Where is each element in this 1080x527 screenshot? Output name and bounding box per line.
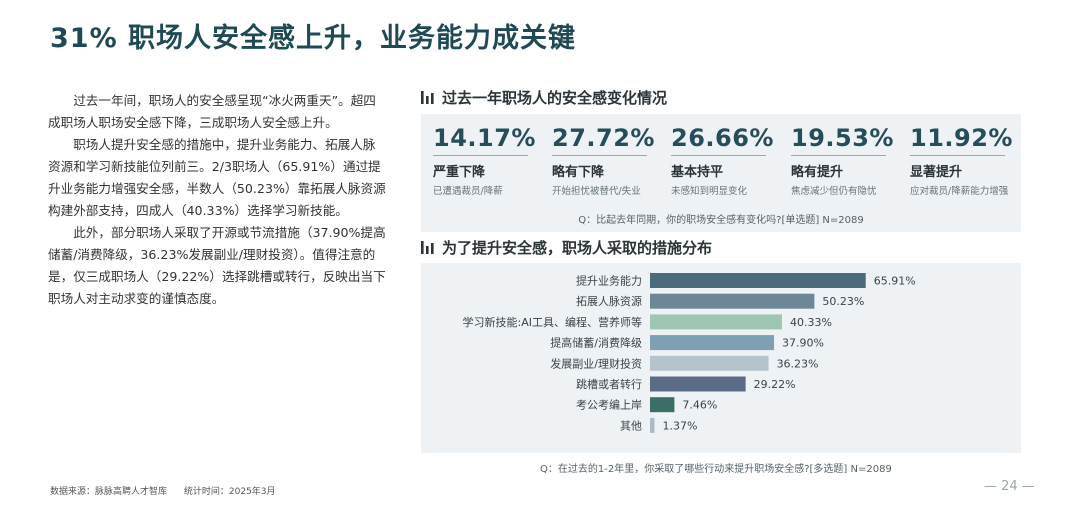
stat-divider	[552, 155, 647, 156]
stat-value: 26.66%	[671, 124, 774, 152]
bar-category-label: 其他	[620, 419, 642, 432]
stat-card: 26.66% 基本持平 未感知到明显变化	[671, 124, 783, 197]
stat-divider	[671, 155, 766, 156]
bar-chart-icon	[421, 241, 434, 254]
stat-divider	[910, 155, 1005, 156]
bar	[650, 335, 775, 351]
bar	[650, 293, 815, 309]
paragraph: 此外，部分职场人采取了开源或节流措施（37.90%提高储蓄/消费降级，36.23…	[48, 225, 386, 306]
bar-category-label: 考公考编上岸	[576, 398, 642, 412]
bar	[650, 376, 746, 392]
paragraph: 职场人提升安全感的措施中，提升业务能力、拓展人脉资源和学习新技能位列前三。2/3…	[48, 137, 386, 218]
measures-chart-panel: 提升业务能力 65.91% 拓展人脉资源 50.23% 学习新技能:AI工具、编程、营养…	[421, 263, 1021, 453]
bar-category-label: 发展副业/理财投资	[550, 356, 642, 370]
stat-value: 14.17%	[433, 124, 536, 152]
stat-description: 已遭遇裁员/降薪	[433, 186, 503, 197]
survey-question: Q：比起去年同期，你的职场安全感有变化吗?[单选题] N=2089	[578, 215, 864, 226]
section-heading-text: 为了提升安全感，职场人采取的措施分布	[442, 239, 713, 257]
stat-card: 11.92% 显著提升 应对裁员/降薪能力增强	[910, 124, 1022, 197]
bar	[650, 417, 655, 433]
body-text: 过去一年间，职场人的安全感呈现“冰火两重天”。超四成职场人职场安全感下降，三成职…	[48, 90, 388, 310]
bar-value-label: 36.23%	[777, 357, 819, 370]
section-heading-measures: 为了提升安全感，职场人采取的措施分布	[421, 237, 712, 258]
bar-category-label: 提高储蓄/消费降级	[550, 336, 642, 350]
page-title: 31% 职场人安全感上升，业务能力成关键	[50, 23, 577, 54]
bar-category-label: 提升业务能力	[576, 274, 642, 288]
stat-value: 19.53%	[791, 124, 894, 152]
bar-value-label: 65.91%	[874, 275, 916, 288]
bar	[650, 273, 866, 288]
stat-label: 显著提升	[910, 165, 963, 180]
bar-category-label: 拓展人脉资源	[576, 294, 642, 308]
stat-label: 基本持平	[671, 165, 724, 180]
measures-bar-chart: 提升业务能力 65.91% 拓展人脉资源 50.23% 学习新技能:AI工具、编程、营养…	[463, 273, 916, 433]
paragraph: 过去一年间，职场人的安全感呈现“冰火两重天”。超四成职场人职场安全感下降，三成职…	[48, 93, 376, 130]
bar-chart-icon	[421, 91, 434, 104]
stat-description: 开始担忧被替代/失业	[552, 186, 641, 197]
stat-label: 略有提升	[791, 165, 844, 180]
data-source: 数据来源：脉脉高聘人才智库	[50, 487, 168, 497]
bar-category-label: 跳槽或者转行	[576, 377, 642, 391]
bar	[650, 397, 675, 413]
stat-label: 略有下降	[552, 165, 605, 180]
stat-description: 焦虑减少但仍有隐忧	[791, 186, 877, 197]
stat-value: 27.72%	[552, 124, 655, 152]
bar-value-label: 40.33%	[790, 316, 832, 329]
survey-question: Q：在过去的1-2年里，你采取了哪些行动来提升职场安全感?[多选题] N=208…	[540, 464, 892, 475]
bar	[650, 314, 782, 330]
bar-value-label: 1.37%	[662, 419, 697, 432]
stat-value: 11.92%	[910, 124, 1013, 152]
stat-card: 27.72% 略有下降 开始担忧被替代/失业	[552, 124, 664, 197]
bar-value-label: 7.46%	[682, 399, 717, 412]
stat-card: 19.53% 略有提升 焦虑减少但仍有隐忧	[791, 124, 903, 197]
stat-divider	[433, 155, 528, 156]
stat-description: 未感知到明显变化	[671, 186, 748, 197]
bar-value-label: 37.90%	[782, 337, 824, 350]
page-number: — 24 —	[984, 479, 1035, 494]
bar-value-label: 50.23%	[822, 295, 864, 308]
section-heading-text: 过去一年职场人的安全感变化情况	[442, 89, 668, 107]
bar-category-label: 学习新技能:AI工具、编程、营养师等	[463, 315, 642, 329]
stat-time: 统计时间：2025年3月	[183, 487, 276, 497]
stat-divider	[791, 155, 886, 156]
stat-label: 严重下降	[433, 165, 486, 180]
security-change-panel: 14.17% 严重下降 已遭遇裁员/降薪 27.72% 略有下降 开始担忧被替代…	[421, 114, 1021, 232]
stat-description: 应对裁员/降薪能力增强	[910, 186, 1009, 197]
footer-source: 数据来源：脉脉高聘人才智库 统计时间：2025年3月	[50, 484, 290, 497]
bar-value-label: 29.22%	[754, 378, 796, 391]
bar	[650, 355, 769, 371]
stat-card: 14.17% 严重下降 已遭遇裁员/降薪	[433, 124, 545, 197]
section-heading-security-change: 过去一年职场人的安全感变化情况	[421, 87, 667, 108]
